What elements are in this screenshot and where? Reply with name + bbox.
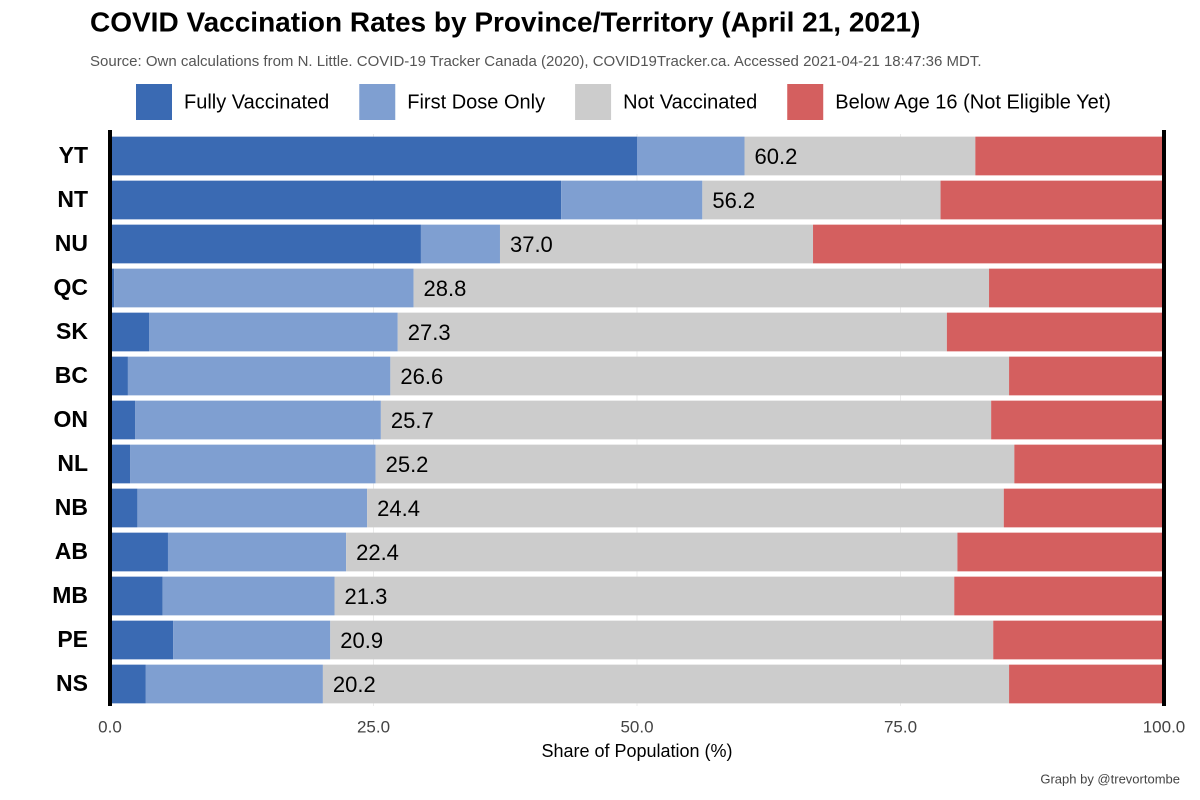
bar-segment bbox=[1009, 356, 1164, 396]
bar-segment bbox=[127, 356, 391, 396]
bar-segment bbox=[989, 268, 1164, 308]
bar-segment bbox=[367, 488, 1004, 528]
bar-segment bbox=[173, 620, 331, 660]
bar-segment bbox=[413, 268, 990, 308]
bar-segment bbox=[940, 180, 1164, 220]
bar-segment bbox=[420, 224, 500, 264]
y-tick-label: QC bbox=[54, 274, 89, 300]
bar-segment bbox=[110, 180, 562, 220]
y-tick-label: ON bbox=[54, 406, 89, 432]
legend-swatch bbox=[787, 84, 824, 120]
y-tick-label: NT bbox=[57, 186, 88, 212]
data-label: 56.2 bbox=[712, 188, 755, 213]
data-label: 24.4 bbox=[377, 496, 420, 521]
bar-segment bbox=[975, 136, 1164, 176]
bar-segment bbox=[499, 224, 814, 264]
bar-segment bbox=[110, 444, 131, 484]
y-tick-label: NB bbox=[55, 494, 88, 520]
bar-segment bbox=[110, 224, 421, 264]
y-tick-label: SK bbox=[56, 318, 88, 344]
bar-segment bbox=[813, 224, 1164, 264]
bar-segment bbox=[110, 136, 637, 176]
x-tick-label: 100.0 bbox=[1143, 717, 1186, 736]
bar-segment bbox=[561, 180, 703, 220]
bar-segment bbox=[148, 312, 398, 352]
bar-segment bbox=[946, 312, 1164, 352]
y-tick-label: BC bbox=[55, 362, 88, 388]
y-tick-label: NS bbox=[56, 670, 88, 696]
bar-segment bbox=[110, 620, 174, 660]
bar-segment bbox=[380, 400, 992, 440]
bar-segment bbox=[167, 532, 347, 572]
legend-swatch bbox=[136, 84, 172, 120]
chart-title: COVID Vaccination Rates by Province/Terr… bbox=[90, 6, 920, 37]
data-label: 28.8 bbox=[424, 276, 467, 301]
data-label: 25.2 bbox=[386, 452, 429, 477]
data-label: 20.2 bbox=[333, 672, 376, 697]
bar-segment bbox=[110, 400, 136, 440]
bar-segment bbox=[957, 532, 1164, 572]
y-tick-label: YT bbox=[59, 142, 88, 168]
data-label: 60.2 bbox=[755, 144, 798, 169]
bar-segment bbox=[110, 488, 138, 528]
legend-swatch bbox=[575, 84, 612, 120]
legend-label: Below Age 16 (Not Eligible Yet) bbox=[835, 91, 1111, 113]
bar-segment bbox=[637, 136, 745, 176]
legend-label: First Dose Only bbox=[407, 91, 545, 113]
data-label: 25.7 bbox=[391, 408, 434, 433]
bar-segment bbox=[1003, 488, 1164, 528]
caption: Graph by @trevortombe bbox=[1040, 771, 1180, 786]
bar-segment bbox=[330, 620, 994, 660]
bar-segment bbox=[322, 664, 1010, 704]
bar-segment bbox=[110, 312, 149, 352]
bar-segment bbox=[114, 268, 414, 308]
data-label: 26.6 bbox=[400, 364, 443, 389]
data-label: 37.0 bbox=[510, 232, 553, 257]
y-tick-label: NL bbox=[57, 450, 88, 476]
y-tick-label: PE bbox=[57, 626, 88, 652]
bar-segment bbox=[993, 620, 1164, 660]
bar-segment bbox=[137, 488, 368, 528]
x-tick-label: 50.0 bbox=[620, 717, 653, 736]
x-axis-label: Share of Population (%) bbox=[541, 741, 732, 761]
bar-segment bbox=[135, 400, 381, 440]
bar-segment bbox=[1009, 664, 1164, 704]
bar-segment bbox=[397, 312, 947, 352]
bar-segment bbox=[110, 664, 146, 704]
legend-label: Fully Vaccinated bbox=[184, 91, 329, 113]
y-tick-label: NU bbox=[55, 230, 88, 256]
bar-segment bbox=[162, 576, 335, 616]
bar-segment bbox=[954, 576, 1164, 616]
data-label: 22.4 bbox=[356, 540, 399, 565]
bar-segment bbox=[744, 136, 976, 176]
bar-segment bbox=[110, 532, 168, 572]
bar-segment bbox=[334, 576, 955, 616]
x-tick-label: 25.0 bbox=[357, 717, 390, 736]
data-label: 27.3 bbox=[408, 320, 451, 345]
bar-segment bbox=[346, 532, 958, 572]
legend-swatch bbox=[359, 84, 396, 120]
data-label: 20.9 bbox=[340, 628, 383, 653]
bar-segment bbox=[110, 576, 163, 616]
chart-subtitle: Source: Own calculations from N. Little.… bbox=[90, 53, 982, 70]
bar-segment bbox=[991, 400, 1164, 440]
bar-segment bbox=[375, 444, 1015, 484]
bar-segment bbox=[130, 444, 376, 484]
y-tick-label: AB bbox=[55, 538, 88, 564]
bar-segment bbox=[390, 356, 1010, 396]
x-tick-label: 0.0 bbox=[98, 717, 122, 736]
x-tick-label: 75.0 bbox=[884, 717, 917, 736]
y-tick-label: MB bbox=[52, 582, 88, 608]
bar-segment bbox=[110, 268, 115, 308]
bar-segment bbox=[1014, 444, 1164, 484]
bar-segment bbox=[110, 356, 128, 396]
bar-segment bbox=[702, 180, 941, 220]
legend-label: Not Vaccinated bbox=[623, 91, 757, 113]
data-label: 21.3 bbox=[345, 584, 388, 609]
bar-segment bbox=[145, 664, 323, 704]
